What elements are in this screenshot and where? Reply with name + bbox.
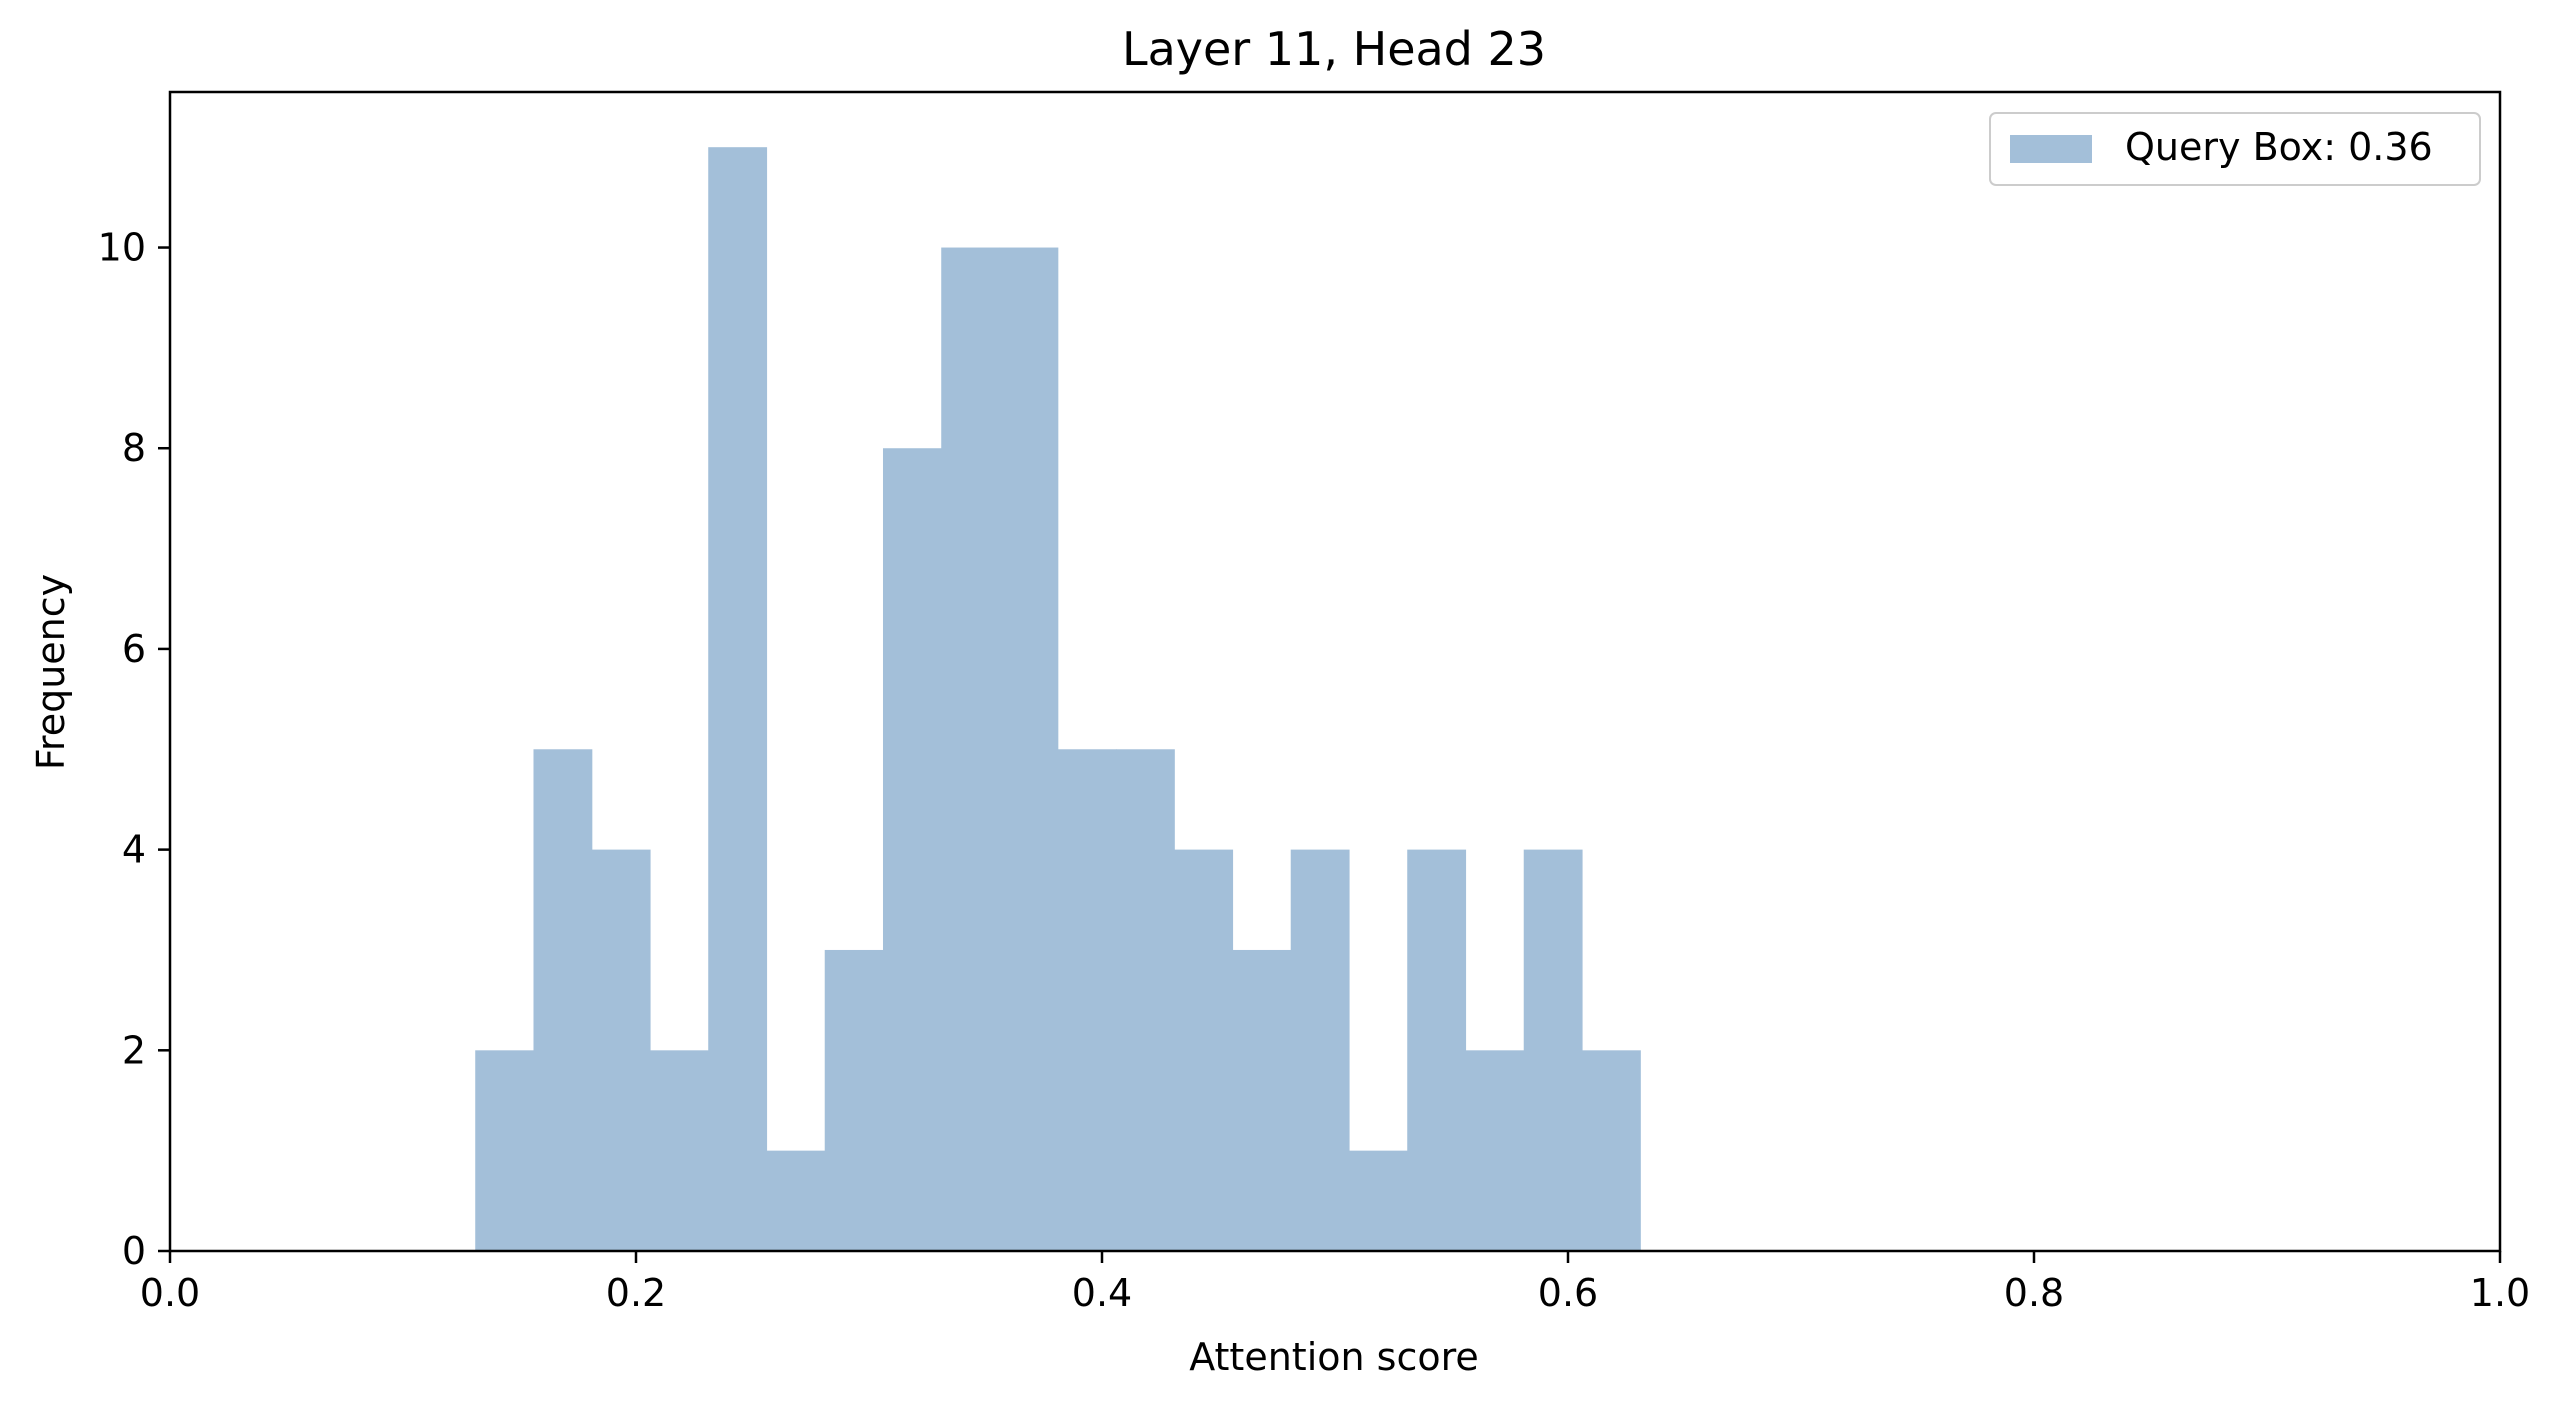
y-tick-label: 4 — [122, 828, 146, 872]
chart-title: Layer 11, Head 23 — [1122, 22, 1546, 76]
plot-area-frame — [168, 90, 2502, 1253]
histogram-bar — [824, 949, 884, 1251]
y-tick-label: 0 — [122, 1229, 146, 1273]
y-tick-label: 8 — [122, 426, 146, 470]
y-tick-label: 2 — [122, 1028, 146, 1072]
histogram-bar — [1465, 1050, 1525, 1251]
x-tick-label: 1.0 — [2470, 1271, 2530, 1315]
histogram-bar — [1174, 849, 1234, 1251]
bars-group — [475, 147, 1641, 1252]
histogram-bar — [1290, 849, 1350, 1251]
histogram-bar — [708, 147, 768, 1252]
histogram-bar — [533, 749, 593, 1251]
histogram-bar — [591, 849, 651, 1251]
x-tick-label: 0.0 — [140, 1271, 200, 1315]
histogram-bar — [1348, 1150, 1408, 1251]
x-tick-label: 0.4 — [1072, 1271, 1132, 1315]
x-axis-ticks: 0.0 0.2 0.4 0.6 0.8 1.0 — [140, 1251, 2530, 1315]
legend-label: Query Box: 0.36 — [2125, 125, 2433, 169]
legend-frame — [1989, 112, 2481, 186]
legend: Query Box: 0.36 — [1989, 112, 2481, 186]
y-axis-ticks: 0 2 4 6 8 10 — [98, 226, 170, 1273]
x-tick-label: 0.8 — [2004, 1271, 2064, 1315]
histogram-bar — [766, 1150, 826, 1251]
histogram-bar — [1057, 749, 1117, 1251]
histogram-bar — [1581, 1050, 1641, 1251]
y-tick-label: 6 — [122, 627, 146, 671]
histogram-bar — [649, 1050, 709, 1251]
x-axis-label: Attention score — [1189, 1335, 1479, 1379]
legend-swatch — [2010, 135, 2092, 163]
histogram-bar — [999, 247, 1059, 1252]
histogram-bar — [475, 1050, 535, 1251]
histogram-bar — [1232, 949, 1292, 1251]
histogram-bar — [1407, 849, 1467, 1251]
histogram-bar — [882, 448, 942, 1252]
x-tick-label: 0.2 — [606, 1271, 666, 1315]
y-tick-label: 10 — [98, 226, 146, 270]
histogram-bar — [1115, 749, 1175, 1251]
x-tick-label: 0.6 — [1538, 1271, 1598, 1315]
histogram-bar — [941, 247, 1001, 1252]
y-axis-label: Frequency — [29, 574, 73, 770]
histogram-bar — [1523, 849, 1583, 1251]
